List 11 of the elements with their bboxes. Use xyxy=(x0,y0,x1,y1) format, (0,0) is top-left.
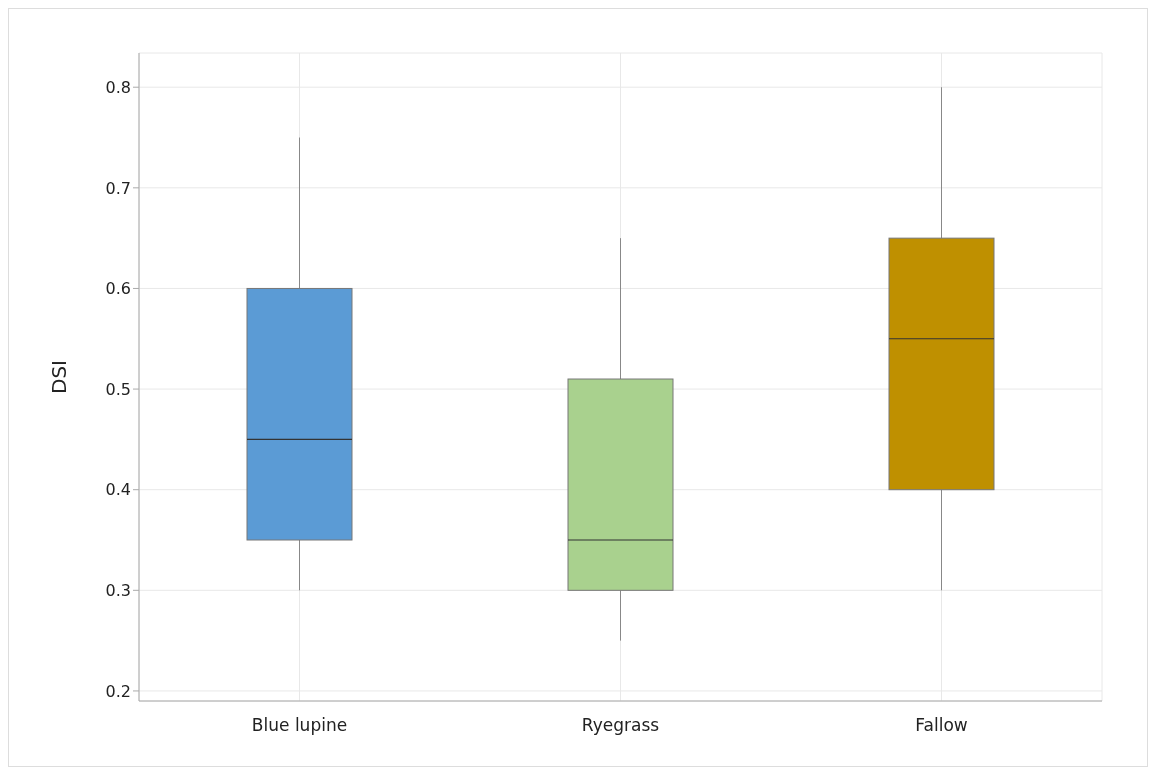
y-tick-label: 0.4 xyxy=(105,480,131,500)
y-tick-label: 0.6 xyxy=(105,279,131,299)
y-tick-label: 0.3 xyxy=(105,581,131,600)
y-tick-label: 0.7 xyxy=(105,178,131,198)
x-tick-label: Blue lupine xyxy=(251,715,348,736)
y-tick-label: 0.5 xyxy=(105,379,131,399)
x-tick-label: Fallow xyxy=(915,715,968,736)
y-axis-title: DSI xyxy=(47,360,72,394)
y-tick-label: 0.8 xyxy=(105,77,131,97)
y-tick-label: 0.2 xyxy=(105,681,131,701)
x-tick-label: Ryegrass xyxy=(581,715,660,736)
